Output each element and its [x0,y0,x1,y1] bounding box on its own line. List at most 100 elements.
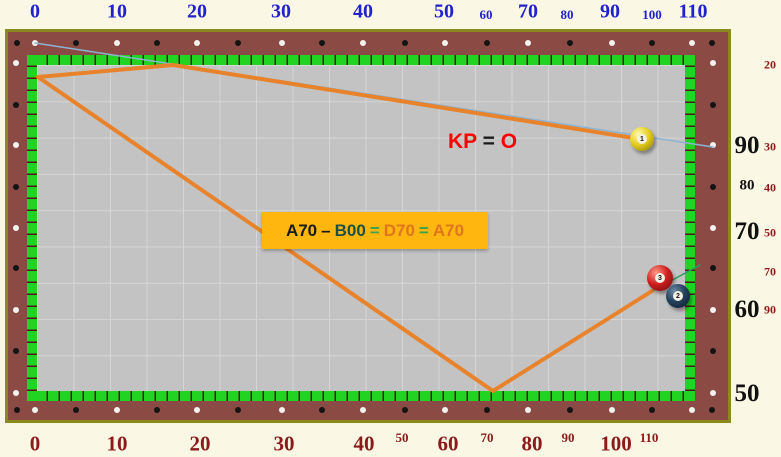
scale-number-right-outer: 90 [764,302,776,317]
ball-number: 1 [637,134,647,144]
scale-number-right-outer: 20 [764,57,776,72]
scale-number-right-outer: 30 [764,139,776,154]
rail-dot [567,407,573,413]
rail-dot [360,40,366,46]
scale-number-bottom: 60 [437,431,459,456]
rail-dot [442,40,448,46]
rail-dot [13,390,19,396]
rail-dot [710,307,716,313]
cue-ball-1: 1 [630,127,654,151]
formula-part: B00 [334,220,366,240]
rail-dot [13,307,19,313]
scale-number-top: 10 [107,0,127,23]
scale-number-top: 90 [600,0,620,23]
scale-number-right-inner: 50 [734,380,760,407]
formula-part: A70 [285,220,318,240]
kp-label-part: = [476,130,501,153]
rail-dot [710,225,716,231]
rail-dot [32,40,38,46]
ball-number: 2 [673,291,683,301]
kp-label-part: KP [448,130,477,153]
rail-dot [567,40,573,46]
rail-dot [710,60,716,66]
formula-part: A70 [432,220,465,240]
scale-number-top: 100 [642,7,662,22]
rail-dot [689,407,695,413]
rail-dot [525,40,531,46]
scale-number-bottom: 70 [480,430,494,445]
kp-label: KP = O [448,130,517,154]
ball-number: 3 [655,273,665,283]
scale-number-top: 60 [479,7,493,22]
scale-number-bottom: 110 [639,430,659,445]
rail-dot [13,102,19,108]
scale-number-right-inner: 90 [734,132,760,159]
scale-number-bottom: 20 [189,431,211,456]
rail-dot [13,348,19,354]
rail-dot [13,60,19,66]
scale-number-top: 80 [560,7,574,22]
rail-dot [154,407,160,413]
rail-dot [710,102,716,108]
rail-dot [710,142,716,148]
formula-part: = [369,220,380,240]
rail-dot [114,407,120,413]
rail-dot [710,184,716,190]
scale-number-right-inner: 60 [734,296,760,323]
rail-dot [710,348,716,354]
scale-number-bottom: 100 [600,431,632,456]
rail-dot [484,40,490,46]
rail-dot [279,40,285,46]
rail-dot [13,184,19,190]
rail-dot [235,407,241,413]
rail-dot [235,40,241,46]
scale-number-bottom: 30 [273,431,295,456]
rail-dot [319,407,325,413]
rail-dot [73,407,79,413]
formula-box: A70– B00 = D70 = A70 [262,212,488,249]
scale-number-bottom: 80 [521,431,543,456]
rail-dot [14,40,20,46]
scale-number-top: 50 [434,0,454,23]
cushion-bottom [36,391,695,401]
rail-dot [279,407,285,413]
formula-part: = [418,220,429,240]
formula-part: D70 [383,220,415,240]
scale-number-right-inner: 80 [739,177,755,194]
scale-number-bottom: 10 [106,431,128,456]
rail-dot [484,407,490,413]
rail-dot [609,40,615,46]
scale-number-bottom: 0 [29,431,41,456]
cushion-top [36,55,695,65]
rail-dot [709,407,715,413]
rail-dot [402,407,408,413]
scale-number-bottom: 90 [561,430,575,445]
kp-label-part: O [500,130,518,153]
rail-dot [32,407,38,413]
rail-dot [709,40,715,46]
rail-dot [114,40,120,46]
rail-dot [194,40,200,46]
scale-number-right-outer: 40 [764,180,776,195]
rail-dot [649,407,655,413]
rail-dot [154,40,160,46]
rail-dot [649,40,655,46]
rail-dot [689,40,695,46]
cushion-left [27,55,37,401]
scale-number-right-inner: 70 [734,218,760,245]
rail-dot [402,40,408,46]
rail-dot [14,407,20,413]
ball-2: 2 [666,284,690,308]
rail-dot [13,265,19,271]
scale-number-right-outer: 70 [764,264,776,279]
rail-dot [13,225,19,231]
rail-dot [360,407,366,413]
rail-dot [525,407,531,413]
scale-number-top: 0 [30,0,40,23]
scale-number-bottom: 40 [353,431,375,456]
scale-number-top: 40 [353,0,373,23]
rail-dot [609,407,615,413]
formula-part: – [321,220,331,240]
rail-dot [442,407,448,413]
rail-dot [710,265,716,271]
